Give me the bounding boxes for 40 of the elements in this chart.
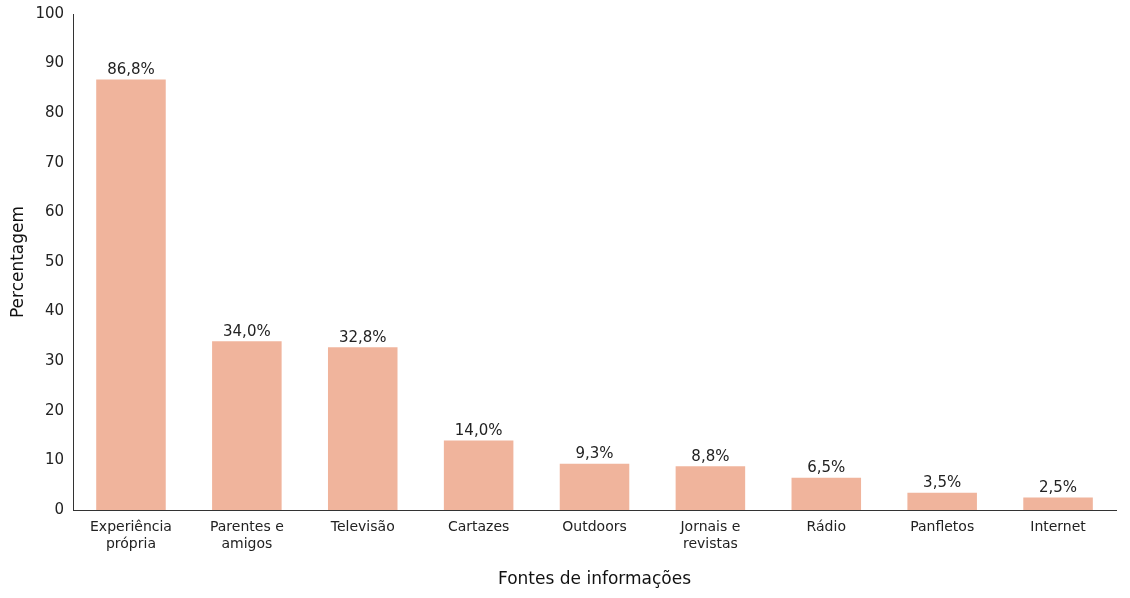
y-tick-label: 80 [44, 103, 65, 122]
data-label: 3,5% [923, 473, 962, 492]
y-tick-label: 30 [44, 351, 65, 370]
bar [96, 79, 166, 510]
bar [675, 466, 746, 510]
data-label: 32,8% [338, 327, 387, 346]
data-label: 86,8% [107, 59, 155, 78]
data-label: 14,0% [454, 420, 503, 439]
data-label: 6,5% [807, 458, 846, 477]
data-label: 34,0% [223, 321, 271, 340]
x-tick-label: Outdoors [562, 518, 627, 535]
data-label: 9,3% [575, 444, 614, 463]
x-tick-label: Cartazes [447, 518, 510, 535]
y-tick-label: 10 [44, 450, 65, 469]
data-label: 2,5% [1039, 477, 1078, 496]
y-tick-label: 0 [54, 499, 65, 518]
x-tick-label: Panfletos [910, 518, 975, 535]
bar [907, 492, 977, 510]
bar [443, 440, 514, 510]
bar [559, 463, 630, 510]
bar [791, 477, 862, 510]
y-tick-label: 90 [44, 53, 65, 72]
x-tick-label: Televisão [329, 518, 395, 535]
y-axis-title: Percentagem [6, 205, 27, 319]
y-tick-label: 20 [44, 400, 65, 419]
x-axis-title: Fontes de informações [498, 568, 692, 589]
y-tick-label: 50 [44, 251, 65, 270]
bar [212, 341, 282, 510]
x-tick-label: Rádio [806, 518, 846, 535]
data-label: 8,8% [691, 446, 730, 465]
bar [327, 347, 398, 510]
bar [1023, 497, 1093, 510]
x-tick-label: Parentes e amigos [209, 518, 284, 551]
y-tick-label: 40 [44, 301, 65, 320]
x-tick-label: Jornais e revistas [679, 518, 741, 551]
x-tick-label: Internet [1030, 518, 1087, 535]
y-tick-label: 70 [44, 152, 65, 171]
y-tick-label: 100 [35, 3, 65, 22]
y-tick-label: 60 [44, 202, 65, 221]
x-tick-label: Experiência própria [90, 518, 172, 551]
